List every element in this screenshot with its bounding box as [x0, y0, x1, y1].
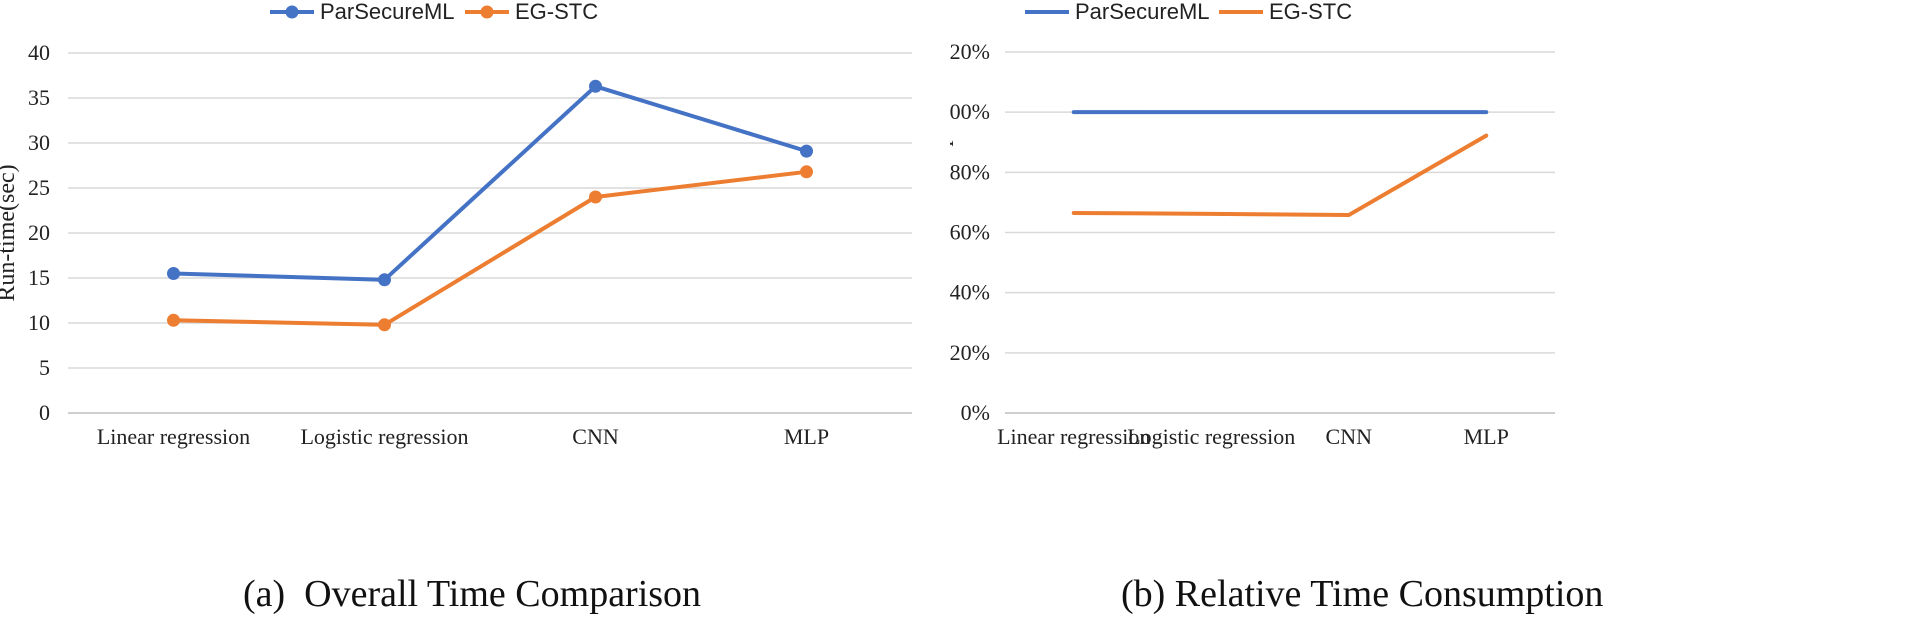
chart-overall-time: 0 5 10 15 20 25 30 35 40 Linear regression Logisti… — [0, 0, 912, 449]
y-axis-title: Run-time(sec) — [0, 164, 20, 301]
y-tick-label: 5 — [39, 355, 50, 380]
data-point — [378, 318, 391, 332]
data-point — [167, 267, 180, 280]
x-tick-label: Logistic regression — [300, 424, 468, 449]
legend-label: EG-STC — [1269, 0, 1352, 24]
x-tick-label: MLP — [784, 424, 829, 449]
y-tick-label: 40% — [950, 280, 990, 305]
legend-label: ParSecureML — [1075, 0, 1210, 24]
data-point — [800, 165, 813, 179]
series-line-parsecureml — [171, 84, 809, 282]
x-tick-label: CNN — [572, 424, 619, 449]
series-line-eg-stc — [1071, 133, 1489, 218]
y-tick-label: 20% — [950, 340, 990, 365]
y-tick-label: 20 — [28, 220, 50, 245]
x-tick-label: Linear regression — [97, 424, 250, 449]
y-tick-label: 25 — [28, 175, 50, 200]
data-point — [589, 79, 602, 93]
caption-relative-time: (b) Relative Time Consumption — [1121, 573, 1604, 615]
data-point — [800, 144, 813, 158]
legend-label: ParSecureML — [320, 0, 455, 24]
y-tick-label: 10 — [28, 310, 50, 335]
legend-marker — [285, 5, 299, 19]
data-point — [378, 273, 391, 287]
y-tick-label: 120% — [950, 39, 990, 64]
y-tick-label: 80% — [950, 159, 990, 184]
x-tick-label: Linear regression — [997, 424, 1150, 449]
y-tick-label: 100% — [950, 99, 990, 124]
legend-marker — [480, 5, 494, 19]
y-tick-label: 0% — [961, 400, 990, 425]
y-tick-label: 40 — [28, 40, 50, 65]
x-tick-label: CNN — [1326, 424, 1373, 449]
y-tick-label: 60% — [950, 220, 990, 245]
data-point — [589, 190, 602, 204]
caption-overall-time: (a) Overall Time Comparison — [243, 573, 702, 615]
x-tick-label: Logistic regression — [1127, 424, 1295, 449]
y-tick-label: 0 — [39, 400, 50, 425]
x-tick-label: MLP — [1464, 424, 1509, 449]
data-point — [167, 313, 180, 327]
y-tick-label: 15 — [28, 265, 50, 290]
y-axis-title: Relative Time Consumption — [950, 97, 954, 368]
y-tick-label: 30 — [28, 130, 50, 155]
chart-relative-time: 0% 20% 40% 60% 80% 100% 120% Linear regressionL… — [950, 0, 1555, 449]
y-tick-label: 35 — [28, 85, 50, 110]
series-line-eg-stc — [171, 169, 809, 327]
legend-label: EG-STC — [515, 0, 598, 24]
